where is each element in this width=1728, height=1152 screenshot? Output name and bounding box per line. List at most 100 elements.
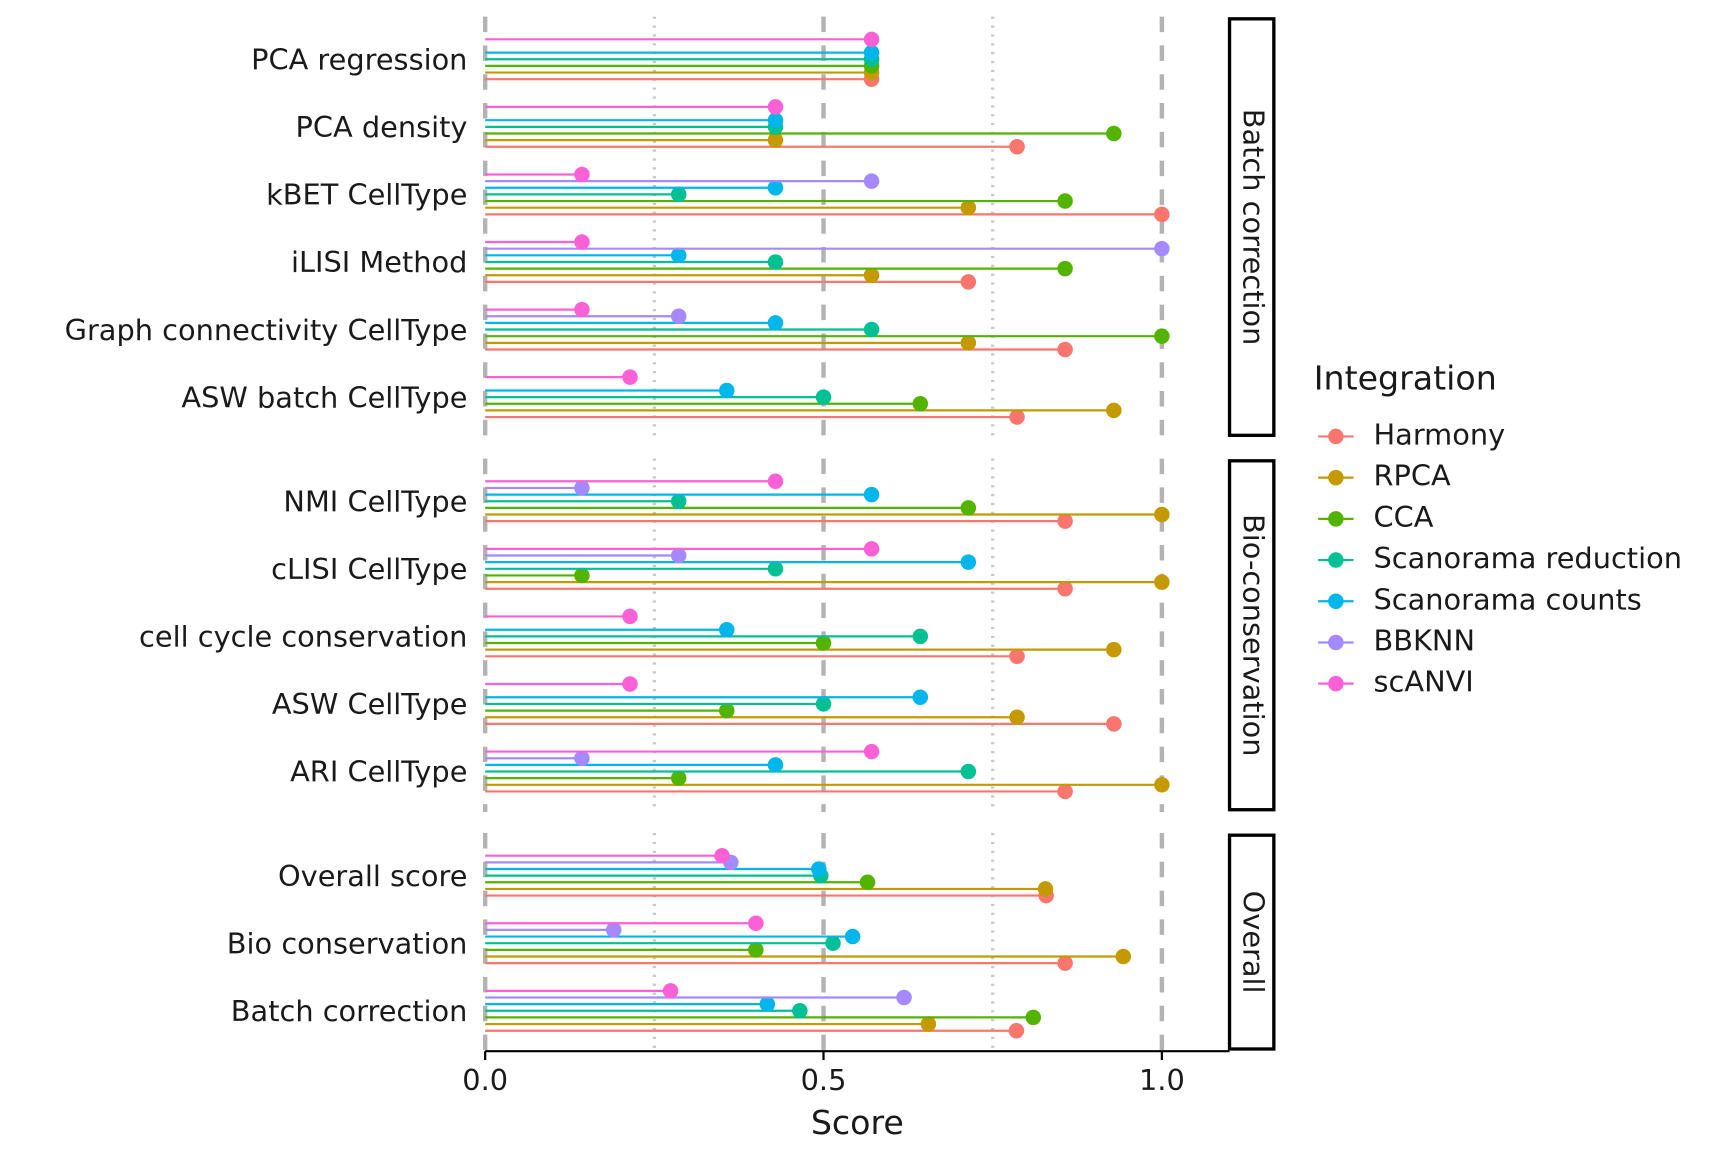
legend-key-dot bbox=[1328, 428, 1344, 445]
lollipop-dot bbox=[1009, 709, 1025, 725]
y-tick-label: cLISI CellType bbox=[271, 552, 467, 586]
legend-key-dot bbox=[1328, 675, 1344, 692]
lollipop-dot bbox=[1057, 513, 1073, 529]
lollipop-dot bbox=[863, 486, 880, 503]
y-tick-label: Bio conservation bbox=[227, 926, 468, 960]
lollipop-dot bbox=[912, 396, 929, 412]
lollipop-dot bbox=[767, 254, 784, 270]
lollipop-dot bbox=[574, 166, 590, 183]
facet-label: Batch correction bbox=[1237, 109, 1271, 346]
facet-label: Bio-conservation bbox=[1237, 514, 1271, 756]
lollipop-dot bbox=[859, 874, 876, 891]
lollipop-dot bbox=[1154, 240, 1170, 257]
y-tick-label: kBET CellType bbox=[266, 178, 467, 212]
lollipop-dot bbox=[960, 274, 977, 290]
lollipop-dot bbox=[1008, 1022, 1025, 1039]
lollipop-dot bbox=[863, 31, 880, 48]
y-tick-label: Overall score bbox=[278, 859, 467, 893]
lollipop-dot bbox=[1106, 125, 1122, 142]
lollipop-dot bbox=[912, 628, 929, 645]
legend-key-dot bbox=[1328, 552, 1344, 568]
facet-strip bbox=[1227, 833, 1276, 1051]
lollipop-dot bbox=[1057, 955, 1073, 971]
lollipop-dot bbox=[863, 267, 880, 284]
lollipop-dot bbox=[825, 935, 841, 951]
lollipop-dot bbox=[815, 389, 832, 405]
lollipop-dot bbox=[920, 1016, 937, 1032]
lollipop-dot bbox=[1106, 641, 1122, 658]
lollipop-dot bbox=[912, 689, 929, 706]
lollipop-dot bbox=[670, 308, 687, 324]
y-tick-label: Graph connectivity CellType bbox=[65, 313, 468, 347]
lollipop-dot bbox=[718, 702, 735, 719]
lollipop-dot bbox=[1106, 402, 1122, 419]
lollipop-dot bbox=[1154, 506, 1170, 523]
legend-label: scANVI bbox=[1374, 665, 1474, 699]
lollipop-dot bbox=[1057, 580, 1073, 597]
lollipop-dot bbox=[1009, 139, 1025, 155]
lollipop-dot bbox=[1025, 1009, 1042, 1026]
lollipop-dot bbox=[863, 321, 880, 338]
lollipop-dot bbox=[960, 335, 977, 351]
lollipop-dot bbox=[748, 942, 764, 958]
lollipop-dot bbox=[767, 315, 784, 331]
lollipop-dot bbox=[622, 608, 638, 625]
legend-key-dot bbox=[1328, 593, 1344, 610]
lollipop-dot bbox=[748, 915, 764, 932]
lollipop-dot bbox=[896, 989, 912, 1006]
y-tick-label: PCA regression bbox=[251, 42, 467, 76]
lollipop-dot bbox=[1057, 193, 1073, 209]
lollipop-dot bbox=[960, 199, 977, 216]
lollipop-dot bbox=[1057, 783, 1073, 800]
lollipop-dot bbox=[574, 567, 590, 584]
lollipop-dot bbox=[1154, 206, 1170, 223]
lollipop-dot bbox=[960, 763, 977, 780]
lollipop-dot bbox=[574, 301, 590, 318]
x-axis-title: Score bbox=[811, 1103, 904, 1142]
lollipop-dot bbox=[767, 757, 784, 773]
legend-label: RPCA bbox=[1374, 459, 1451, 493]
lollipop-dot bbox=[622, 369, 638, 385]
lollipop-dot bbox=[1057, 341, 1073, 358]
y-tick-label: Batch correction bbox=[231, 994, 468, 1028]
lollipop-dot bbox=[767, 132, 784, 148]
x-tick-label: 0.5 bbox=[801, 1063, 847, 1097]
lollipop-dot bbox=[1154, 574, 1170, 590]
lollipop-dot bbox=[574, 480, 590, 496]
lollipop-dot bbox=[670, 247, 687, 264]
lollipop-dot bbox=[1057, 260, 1073, 277]
y-tick-label: ASW CellType bbox=[272, 687, 468, 721]
y-tick-label: PCA density bbox=[296, 110, 468, 144]
lollipop-dot bbox=[863, 743, 880, 760]
lollipop-dot bbox=[767, 473, 784, 490]
lollipop-dot bbox=[815, 635, 832, 651]
lollipop-dot bbox=[767, 180, 784, 196]
legend-label: Scanorama counts bbox=[1374, 582, 1642, 616]
lollipop-dot bbox=[1154, 777, 1170, 793]
lollipop-dot bbox=[1115, 948, 1132, 965]
lollipop-dot bbox=[863, 44, 880, 61]
lollipop-dot bbox=[1009, 648, 1025, 665]
lollipop-dot bbox=[759, 996, 776, 1012]
lollipop-dot bbox=[863, 173, 880, 189]
lollipop-dot bbox=[574, 750, 590, 766]
lollipop-dot bbox=[863, 541, 880, 557]
y-tick-label: cell cycle conservation bbox=[139, 620, 467, 654]
lollipop-dot bbox=[1037, 881, 1054, 897]
legend-label: Harmony bbox=[1374, 417, 1506, 451]
lollipop-dot bbox=[1154, 328, 1170, 344]
lollipop-dot bbox=[622, 676, 638, 692]
legend-label: CCA bbox=[1374, 500, 1434, 534]
lollipop-dot bbox=[960, 500, 977, 516]
lollipop-dot bbox=[670, 186, 687, 203]
legend-label: BBKNN bbox=[1374, 623, 1475, 657]
lollipop-dot bbox=[670, 493, 687, 509]
lollipop-dot bbox=[767, 561, 784, 577]
lollipop-dot bbox=[662, 983, 679, 999]
facet-strip bbox=[1227, 17, 1276, 437]
legend-key-dot bbox=[1328, 469, 1344, 486]
legend-key-dot bbox=[1328, 511, 1344, 527]
x-tick-label: 0.0 bbox=[462, 1063, 508, 1097]
